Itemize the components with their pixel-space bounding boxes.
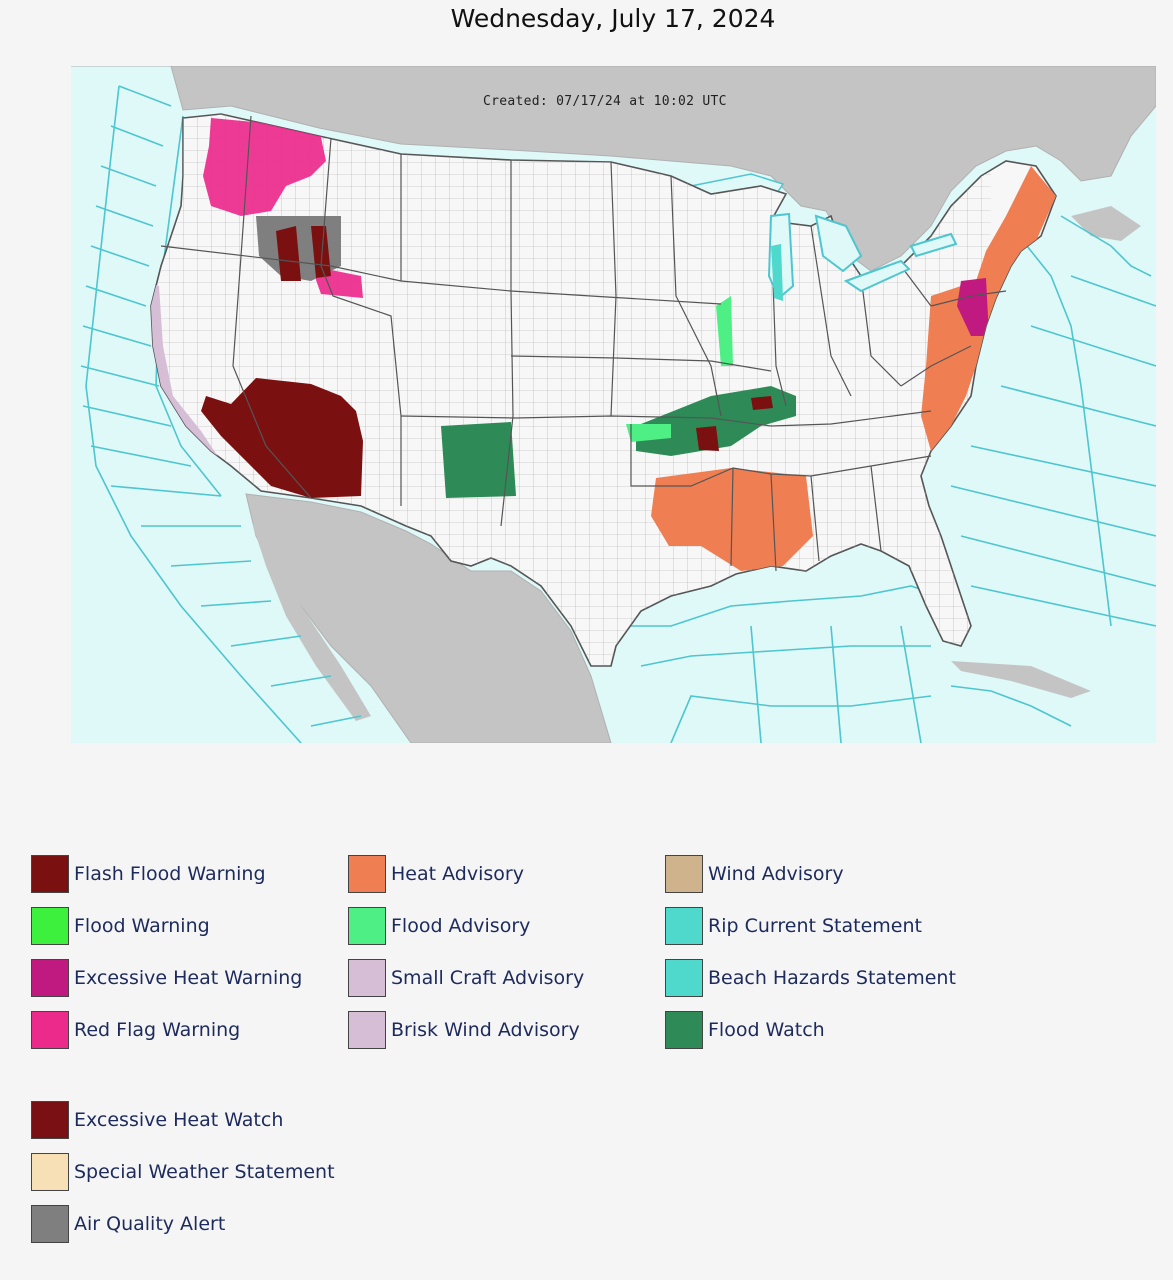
legend-swatch bbox=[31, 1205, 69, 1243]
map-svg bbox=[71, 66, 1156, 743]
legend-swatch bbox=[31, 1101, 69, 1139]
lake-erie bbox=[843, 259, 911, 293]
legend-item-flash-flood-warning: Flash Flood Warning bbox=[31, 854, 266, 894]
created-timestamp: Created: 07/17/24 at 10:02 UTC bbox=[483, 94, 727, 109]
legend-swatch bbox=[348, 959, 386, 997]
legend-item-wind-advisory: Wind Advisory bbox=[665, 854, 844, 894]
legend-item-beach-hazards-statement: Beach Hazards Statement bbox=[665, 958, 956, 998]
legend-label: Rip Current Statement bbox=[708, 915, 922, 937]
legend-item-flood-warning: Flood Warning bbox=[31, 906, 210, 946]
baja-california bbox=[253, 496, 371, 721]
legend-swatch bbox=[31, 959, 69, 997]
atlantic-marine-zones bbox=[631, 215, 1156, 743]
legend-item-heat-advisory: Heat Advisory bbox=[348, 854, 524, 894]
legend-item-flood-advisory: Flood Advisory bbox=[348, 906, 530, 946]
legend-label: Small Craft Advisory bbox=[391, 967, 585, 989]
heat-advisory-region-northeast bbox=[921, 166, 1056, 451]
flash-flood-warning-region-or bbox=[276, 226, 331, 281]
legend-item-air-quality-alert: Air Quality Alert bbox=[31, 1204, 225, 1244]
excessive-heat-warning-region-ne bbox=[957, 278, 989, 336]
legend-label: Excessive Heat Warning bbox=[74, 967, 303, 989]
page-title: Wednesday, July 17, 2024 bbox=[450, 4, 776, 33]
legend-item-excessive-heat-watch: Excessive Heat Watch bbox=[31, 1100, 283, 1140]
legend-label: Wind Advisory bbox=[708, 863, 844, 885]
legend-swatch bbox=[31, 1153, 69, 1191]
legend-swatch bbox=[348, 1011, 386, 1049]
flood-watch-region-nm bbox=[441, 422, 516, 498]
legend-label: Special Weather Statement bbox=[74, 1161, 335, 1183]
flood-advisory-region-ok bbox=[626, 424, 671, 442]
legend-swatch bbox=[665, 855, 703, 893]
excessive-heat-warning-region-sw bbox=[201, 378, 363, 498]
nova-scotia bbox=[1071, 206, 1141, 241]
legend-item-red-flag-warning: Red Flag Warning bbox=[31, 1010, 240, 1050]
legend-swatch bbox=[31, 907, 69, 945]
legend-label: Red Flag Warning bbox=[74, 1019, 241, 1041]
legend-label: Flood Watch bbox=[708, 1019, 825, 1041]
legend-label: Flood Advisory bbox=[391, 915, 531, 937]
legend-item-brisk-wind-advisory: Brisk Wind Advisory bbox=[348, 1010, 580, 1050]
flash-flood-warning-region-central bbox=[696, 396, 773, 451]
legend-swatch bbox=[348, 855, 386, 893]
legend-item-special-weather-statement: Special Weather Statement bbox=[31, 1152, 335, 1192]
legend-swatch bbox=[665, 959, 703, 997]
legend-label: Flood Warning bbox=[74, 915, 210, 937]
legend-swatch bbox=[31, 1011, 69, 1049]
legend-item-rip-current-statement: Rip Current Statement bbox=[665, 906, 922, 946]
legend-swatch bbox=[665, 1011, 703, 1049]
legend-label: Flash Flood Warning bbox=[74, 863, 266, 885]
legend-label: Air Quality Alert bbox=[74, 1213, 226, 1235]
legend-label: Heat Advisory bbox=[391, 863, 524, 885]
legend-item-small-craft-advisory: Small Craft Advisory bbox=[348, 958, 584, 998]
state-borders bbox=[160, 115, 1007, 572]
hazard-map[interactable]: Created: 07/17/24 at 10:02 UTC bbox=[71, 66, 1156, 743]
cuba bbox=[951, 661, 1091, 698]
legend-label: Excessive Heat Watch bbox=[74, 1109, 284, 1131]
rip-current-statement-region bbox=[771, 244, 783, 301]
legend-item-excessive-heat-warning: Excessive Heat Warning bbox=[31, 958, 302, 998]
legend-swatch bbox=[348, 907, 386, 945]
lake-huron bbox=[814, 214, 863, 273]
legend-label: Beach Hazards Statement bbox=[708, 967, 956, 989]
red-flag-warning-region bbox=[203, 118, 326, 216]
legend-swatch bbox=[31, 855, 69, 893]
legend-label: Brisk Wind Advisory bbox=[391, 1019, 580, 1041]
flood-advisory-region-il bbox=[716, 296, 733, 366]
lake-ontario bbox=[909, 232, 958, 258]
legend-swatch bbox=[665, 907, 703, 945]
legend-item-flood-watch: Flood Watch bbox=[665, 1010, 825, 1050]
